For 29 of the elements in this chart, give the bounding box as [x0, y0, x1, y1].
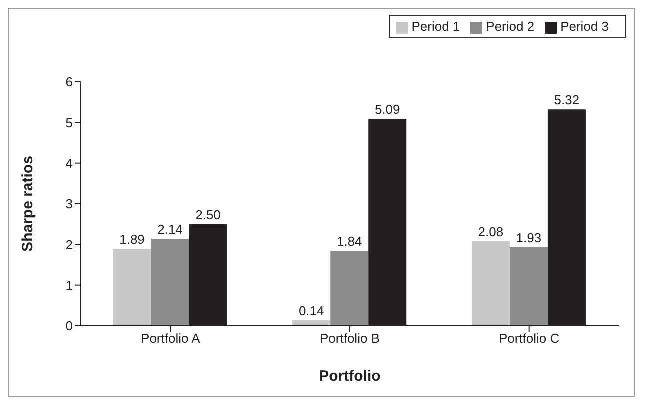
y-axis-title: Sharpe ratios [19, 156, 36, 252]
data-label: 5.32 [554, 92, 580, 108]
bar [510, 248, 548, 326]
legend-label: Period 1 [412, 19, 460, 34]
data-label: 2.50 [196, 207, 221, 222]
data-label: 1.84 [336, 234, 362, 250]
y-tick-label: 1 [66, 278, 73, 293]
bar [151, 238, 190, 326]
y-tick-label: 6 [66, 74, 73, 90]
x-tick-label: Portfolio B [320, 331, 380, 346]
bar [113, 249, 152, 326]
x-tick-label: Portfolio A [141, 331, 201, 346]
y-tick-label: 3 [66, 196, 73, 212]
legend-label: Period 2 [486, 19, 535, 34]
y-tick-label: 0 [66, 318, 73, 334]
data-label: 1.93 [516, 230, 542, 246]
x-axis-title: Portfolio [319, 368, 381, 385]
y-tick-label: 5 [66, 115, 73, 130]
y-tick-label: 4 [66, 156, 73, 171]
legend-label: Period 3 [560, 19, 609, 34]
data-label: 2.08 [478, 224, 504, 240]
data-label: 0.14 [298, 303, 324, 318]
data-label: 5.09 [374, 102, 400, 118]
bar [330, 251, 369, 326]
y-tick-label: 2 [66, 237, 73, 252]
x-tick-label: Portfolio C [498, 331, 560, 346]
bar [472, 241, 510, 326]
data-label: 1.89 [120, 232, 145, 248]
data-label: 2.14 [158, 222, 183, 237]
